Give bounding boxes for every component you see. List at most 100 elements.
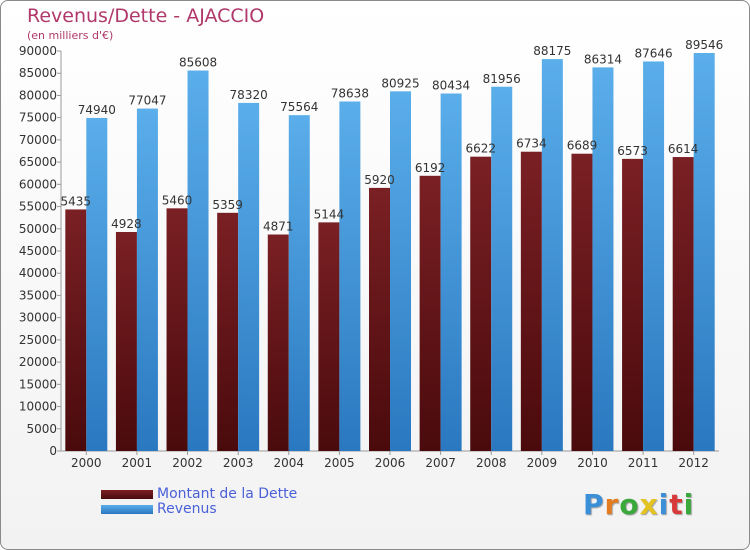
x-tick-label: 2009 <box>527 456 558 470</box>
y-tick-label: 75000 <box>19 111 57 125</box>
y-tick-label: 55000 <box>19 200 57 214</box>
data-label-debt: 5359 <box>212 198 243 212</box>
bar-debt <box>520 151 542 451</box>
bar-debt <box>369 187 390 451</box>
y-tick-label: 70000 <box>19 133 57 147</box>
y-tick-label: 40000 <box>19 266 57 280</box>
bar-debt <box>622 158 644 451</box>
bar-revenue <box>238 102 260 452</box>
bar-revenue <box>187 70 209 452</box>
data-label-debt: 6192 <box>415 161 446 175</box>
bar-revenue <box>440 93 462 451</box>
x-tick-label: 2003 <box>223 456 254 470</box>
bar-revenue <box>491 86 513 452</box>
y-tick-label: 85000 <box>19 66 57 80</box>
bar-debt <box>318 222 340 451</box>
bar-debt <box>115 231 137 451</box>
data-label-revenue: 81956 <box>483 72 521 86</box>
y-tick-label: 10000 <box>19 400 57 414</box>
x-tick-label: 2006 <box>375 456 406 470</box>
proxiti-logo: Proxiti <box>583 488 694 521</box>
data-label-revenue: 78638 <box>331 86 369 100</box>
bar-debt <box>419 175 441 452</box>
bar-debt <box>267 234 289 451</box>
legend-swatch-debt <box>101 490 153 499</box>
bar-revenue <box>643 61 665 452</box>
x-tick-label: 2002 <box>172 456 203 470</box>
legend-item-debt: Montant de la Dette <box>101 487 297 502</box>
bar-revenue <box>541 59 563 451</box>
logo-letter: P <box>583 488 605 521</box>
logo-letter: t <box>669 488 684 521</box>
logo-letter: o <box>619 488 640 521</box>
data-label-debt: 4928 <box>111 217 142 231</box>
y-tick-label: 25000 <box>19 333 57 347</box>
bar-debt <box>166 208 188 451</box>
bar-revenue <box>288 115 310 451</box>
x-tick-label: 2001 <box>122 456 153 470</box>
x-tick-label: 2000 <box>71 456 102 470</box>
bar-revenue <box>592 67 614 451</box>
data-label-revenue: 77047 <box>128 94 166 108</box>
x-tick-label: 2007 <box>425 456 456 470</box>
x-tick-label: 2012 <box>678 456 709 470</box>
y-tick-label: 65000 <box>19 155 57 169</box>
logo-letter: i <box>683 488 695 521</box>
data-label-revenue: 80925 <box>381 76 419 90</box>
bar-debt <box>217 212 239 451</box>
x-tick-label: 2005 <box>324 456 355 470</box>
bar-debt <box>571 153 593 451</box>
y-tick-label: 20000 <box>19 355 57 369</box>
legend-label-revenue: Revenus <box>157 501 217 517</box>
y-tick-label: 90000 <box>19 44 57 58</box>
y-tick-label: 30000 <box>19 311 57 325</box>
data-label-revenue: 87646 <box>634 46 672 60</box>
y-tick-label: 60000 <box>19 177 57 191</box>
y-tick-label: 80000 <box>19 88 57 102</box>
y-tick-label: 35000 <box>19 288 57 302</box>
data-label-debt: 6734 <box>516 137 547 151</box>
bar-revenue <box>86 117 108 451</box>
logo-letter: r <box>604 488 620 521</box>
data-label-revenue: 75564 <box>280 100 318 114</box>
x-tick-label: 2010 <box>577 456 608 470</box>
y-tick-label: 0 <box>49 444 57 458</box>
bar-revenue <box>136 108 158 452</box>
chart-title: Revenus/Dette - AJACCIO <box>27 5 265 27</box>
y-tick-label: 45000 <box>19 244 57 258</box>
data-label-debt: 6689 <box>567 139 598 153</box>
legend-label-debt: Montant de la Dette <box>157 486 298 502</box>
data-label-revenue: 80434 <box>432 79 470 93</box>
data-label-revenue: 78320 <box>230 88 268 102</box>
bar-revenue <box>339 101 361 452</box>
bar-debt <box>65 209 87 451</box>
y-tick-label: 15000 <box>19 377 57 391</box>
logo-letter: x <box>639 488 659 521</box>
bar-revenue <box>390 91 411 451</box>
data-label-debt: 4871 <box>263 220 294 234</box>
bar-debt <box>672 157 694 452</box>
data-label-debt: 5460 <box>162 193 193 207</box>
data-label-debt: 6622 <box>465 142 496 156</box>
data-label-debt: 5920 <box>364 173 395 187</box>
data-label-revenue: 89546 <box>685 38 723 52</box>
data-label-revenue: 88175 <box>533 44 571 58</box>
data-label-debt: 6614 <box>668 142 699 156</box>
y-tick-label: 5000 <box>26 422 57 436</box>
data-label-debt: 5435 <box>61 194 92 208</box>
data-label-revenue: 85608 <box>179 56 217 70</box>
logo-letter: i <box>658 488 670 521</box>
x-tick-label: 2008 <box>476 456 507 470</box>
x-tick-label: 2011 <box>628 456 659 470</box>
data-label-debt: 5144 <box>314 207 345 221</box>
legend-swatch-revenue <box>101 505 153 514</box>
bar-revenue <box>693 53 715 452</box>
chart-legend: Montant de la Dette Revenus <box>101 487 297 517</box>
data-label-revenue: 74940 <box>78 103 116 117</box>
y-tick-label: 50000 <box>19 222 57 236</box>
data-label-debt: 6573 <box>617 144 648 158</box>
chart-subtitle: (en milliers d'€) <box>27 29 114 42</box>
legend-item-revenue: Revenus <box>101 502 297 517</box>
